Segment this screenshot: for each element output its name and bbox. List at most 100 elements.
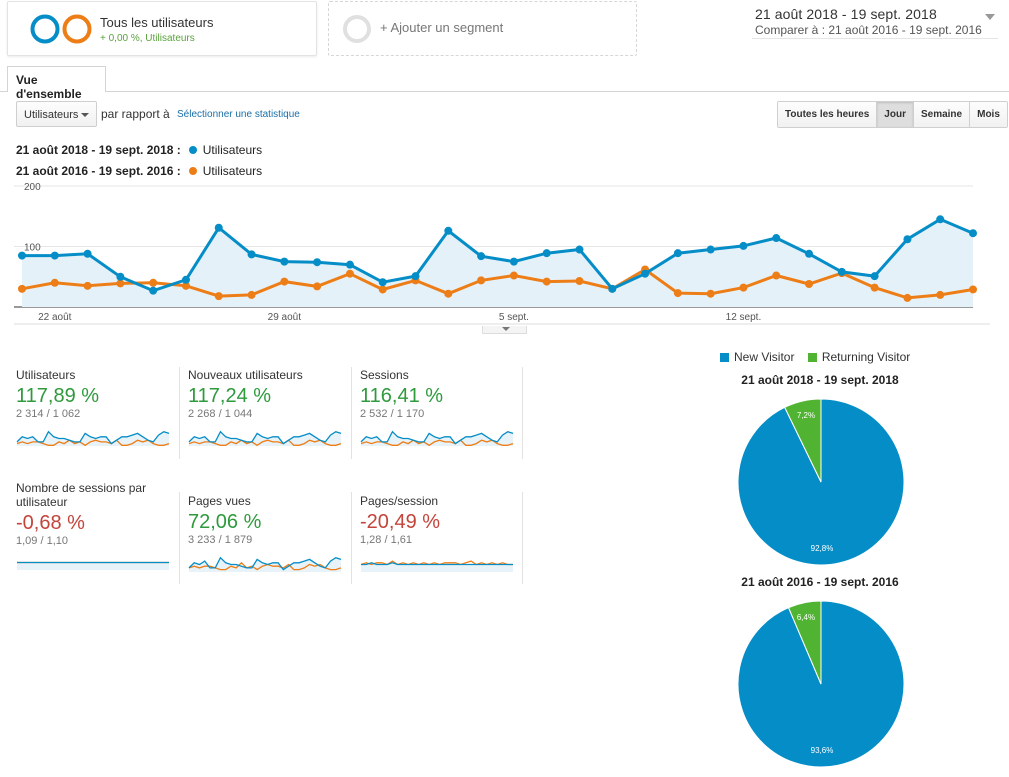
data-point-previous[interactable] [18, 284, 26, 293]
data-point-current[interactable] [936, 215, 945, 224]
data-point-current[interactable] [247, 250, 256, 259]
tile-percent-change: 116,41 % [360, 385, 444, 407]
data-point-current[interactable] [969, 229, 977, 238]
legend-period-label: 21 août 2016 - 19 sept. 2016 : [16, 164, 181, 178]
data-point-previous[interactable] [50, 278, 59, 287]
data-point-previous[interactable] [575, 276, 584, 285]
data-point-current[interactable] [706, 245, 715, 254]
data-point-current[interactable] [608, 284, 617, 293]
tile-sparkline [188, 556, 342, 572]
visitor-pie-current[interactable]: 7,2% 92,8% [734, 395, 909, 570]
series-line-previous [21, 267, 974, 300]
tab-overview[interactable]: Vue d'ensemble [7, 66, 106, 101]
data-point-previous[interactable] [247, 290, 256, 299]
tile-label: Pages vues [188, 494, 251, 508]
data-point-previous[interactable] [805, 280, 814, 289]
data-point-current[interactable] [477, 252, 486, 261]
tile-separator [522, 492, 523, 584]
data-point-current[interactable] [280, 257, 289, 266]
data-point-previous[interactable] [903, 293, 912, 302]
data-point-current[interactable] [313, 258, 322, 267]
data-point-previous[interactable] [83, 281, 92, 290]
data-point-current[interactable] [411, 272, 420, 281]
data-point-current[interactable] [903, 235, 912, 244]
metric-tile[interactable]: Utilisateurs 117,89 % 2 314 / 1 062 [16, 368, 186, 460]
data-point-previous[interactable] [673, 289, 682, 298]
metric-tile[interactable]: Pages vues 72,06 % 3 233 / 1 879 [188, 494, 358, 586]
data-point-previous[interactable] [345, 269, 354, 278]
data-point-previous[interactable] [739, 283, 748, 292]
data-point-previous[interactable] [149, 278, 158, 287]
add-segment-button[interactable]: + Ajouter un segment [328, 1, 637, 56]
data-point-current[interactable] [214, 223, 223, 232]
data-point-previous[interactable] [378, 285, 387, 294]
tile-sparkline [188, 430, 342, 447]
granularity-week-button[interactable]: Semaine [912, 102, 970, 127]
tile-comparison: 3 233 / 1 879 [188, 534, 253, 546]
chevron-down-icon [985, 14, 995, 20]
data-point-current[interactable] [837, 267, 846, 276]
data-point-previous[interactable] [181, 281, 190, 290]
chart-resize-handle[interactable] [482, 326, 527, 334]
data-point-previous[interactable] [936, 290, 945, 299]
data-point-previous[interactable] [477, 276, 486, 285]
data-point-current[interactable] [575, 245, 584, 254]
data-point-previous[interactable] [509, 271, 518, 280]
data-point-previous[interactable] [280, 277, 289, 286]
metric-tile[interactable]: Sessions 116,41 % 2 532 / 1 170 [360, 368, 530, 460]
granularity-hourly-button[interactable]: Toutes les heures [778, 102, 877, 127]
visitor-pie-previous[interactable]: 6,4% 93,6% [734, 597, 909, 772]
data-point-current[interactable] [116, 272, 125, 281]
metric-select[interactable]: Utilisateurs [16, 101, 97, 127]
data-point-current[interactable] [673, 249, 682, 258]
date-range-picker[interactable]: 21 août 2018 - 19 sept. 2018 Comparer à … [752, 4, 998, 39]
sparkline-current [361, 562, 513, 566]
data-point-current[interactable] [805, 249, 814, 258]
data-point-current[interactable] [870, 272, 879, 281]
data-point-previous[interactable] [969, 285, 977, 294]
data-point-current[interactable] [739, 241, 748, 250]
data-point-previous[interactable] [706, 289, 715, 298]
sparkline-area [361, 431, 513, 446]
tile-label: Nombre de sessions par utilisateur [16, 481, 147, 509]
sparkline-previous [188, 439, 342, 447]
legend-previous-period: 21 août 2016 - 19 sept. 2016 : Utilisateu… [16, 164, 262, 178]
data-point-previous[interactable] [870, 283, 879, 292]
data-point-previous[interactable] [772, 271, 781, 280]
segment-all-users[interactable]: Tous les utilisateurs + 0,00 %, Utilisat… [7, 1, 317, 56]
y-tick-label: 200 [24, 183, 41, 193]
data-point-current[interactable] [509, 257, 518, 266]
tile-percent-change: 72,06 % [188, 511, 262, 533]
users-line-chart[interactable]: 200 100 22 août 29 août 5 sept. 12 sept. [0, 183, 1009, 325]
data-point-current[interactable] [345, 260, 354, 269]
metric-tile[interactable]: Nombre de sessions par utilisateur -0,68 … [16, 481, 186, 573]
granularity-day-button[interactable]: Jour [876, 102, 913, 127]
data-point-current[interactable] [149, 286, 158, 295]
granularity-month-button[interactable]: Mois [969, 102, 1007, 127]
data-point-previous[interactable] [542, 277, 551, 286]
add-segment-label: + Ajouter un segment [380, 20, 504, 35]
data-point-previous[interactable] [116, 279, 125, 288]
data-point-current[interactable] [772, 234, 781, 243]
data-point-current[interactable] [378, 278, 387, 287]
data-point-current[interactable] [181, 275, 190, 284]
data-point-current[interactable] [50, 251, 59, 260]
data-point-current[interactable] [83, 249, 92, 258]
select-statistic-link[interactable]: Sélectionner une statistique [177, 109, 300, 120]
data-point-current[interactable] [18, 251, 26, 260]
data-point-previous[interactable] [313, 282, 322, 291]
legend-period-label: 21 août 2018 - 19 sept. 2018 : [16, 143, 181, 157]
sparkline-current [188, 556, 342, 571]
data-point-previous[interactable] [444, 289, 453, 298]
tile-comparison: 2 268 / 1 044 [188, 408, 253, 420]
metric-tile[interactable]: Nouveaux utilisateurs 117,24 % 2 268 / 1 0… [188, 368, 358, 460]
data-point-current[interactable] [641, 269, 650, 278]
pie-slice-returning-visitor[interactable] [784, 398, 822, 483]
segment-rings-icon [30, 14, 92, 44]
pie-slice-returning-visitor[interactable] [787, 600, 822, 685]
data-point-previous[interactable] [214, 292, 223, 301]
data-point-current[interactable] [444, 226, 453, 235]
metric-tile[interactable]: Pages/session -20,49 % 1,28 / 1,61 [360, 494, 530, 586]
tile-comparison: 1,09 / 1,10 [16, 535, 68, 547]
data-point-current[interactable] [542, 249, 551, 258]
